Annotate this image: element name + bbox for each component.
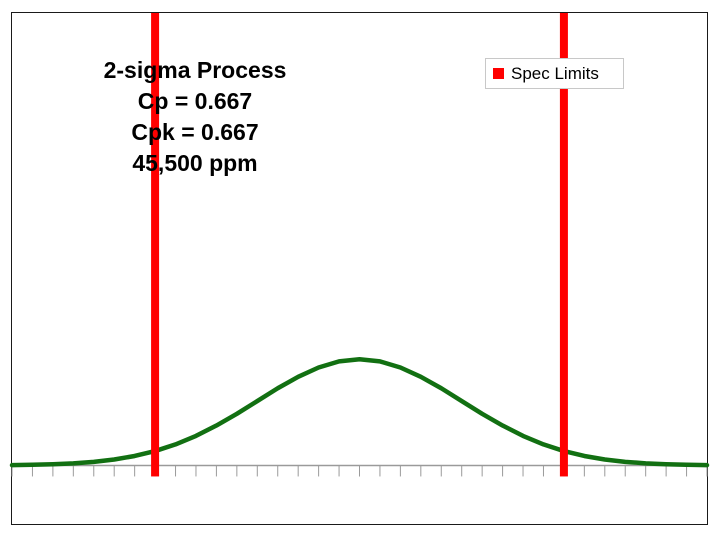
annotation-cpk: Cpk = 0.667: [131, 119, 259, 145]
spec-limit-upper: [559, 13, 568, 477]
chart-frame: [11, 12, 708, 525]
annotation-title: 2-sigma Process: [103, 57, 287, 83]
spec-limit-lower: [151, 13, 160, 477]
x-axis-ticks: [11, 465, 708, 477]
legend-swatch-spec-limits: [493, 68, 504, 79]
distribution-curve: [9, 357, 710, 468]
annotation-ppm: 45,500 ppm: [132, 150, 258, 176]
legend-label-spec-limits: Spec Limits: [511, 63, 599, 83]
curve-layer: [9, 357, 710, 468]
spec-limits-layer: [151, 13, 568, 477]
annotation-cp: Cp = 0.667: [137, 88, 253, 114]
legend: Spec Limits: [485, 58, 624, 89]
